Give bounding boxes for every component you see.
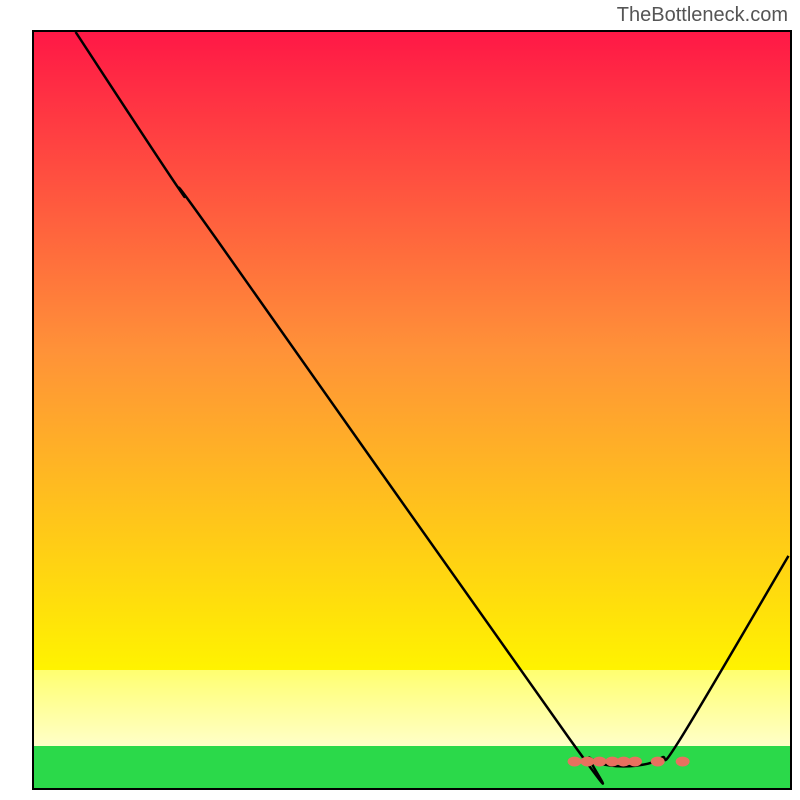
gradient-main	[34, 32, 790, 670]
gradient-pale-yellow-band	[34, 670, 790, 746]
watermark-text: TheBottleneck.com	[617, 4, 788, 27]
plot-area	[32, 30, 792, 790]
gradient-green-band	[34, 746, 790, 790]
